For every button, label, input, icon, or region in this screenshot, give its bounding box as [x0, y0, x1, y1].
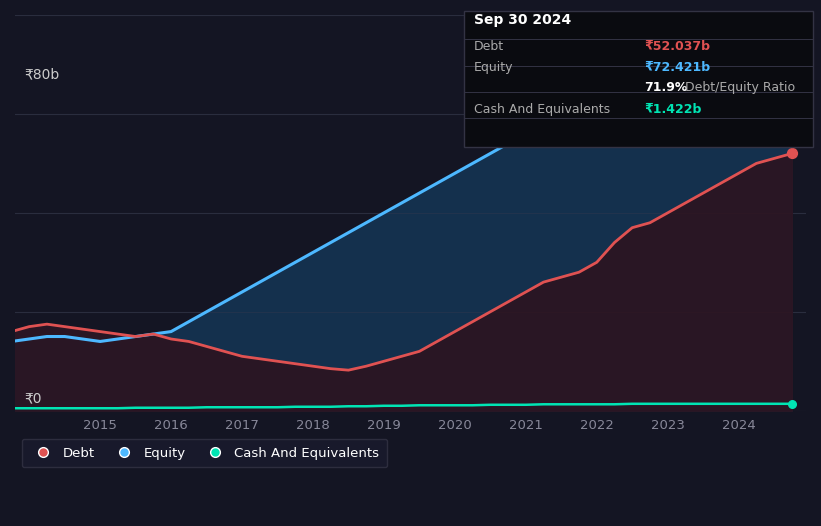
Legend: Debt, Equity, Cash And Equivalents: Debt, Equity, Cash And Equivalents — [21, 439, 388, 468]
Text: ₹0: ₹0 — [25, 392, 42, 406]
Point — [785, 400, 798, 408]
Text: Debt/Equity Ratio: Debt/Equity Ratio — [681, 81, 796, 94]
Text: Cash And Equivalents: Cash And Equivalents — [474, 103, 610, 116]
Text: ₹80b: ₹80b — [25, 67, 60, 82]
Text: Sep 30 2024: Sep 30 2024 — [474, 13, 571, 27]
Text: ₹52.037b: ₹52.037b — [644, 40, 710, 53]
Text: Debt: Debt — [474, 40, 504, 53]
Text: ₹1.422b: ₹1.422b — [644, 103, 702, 116]
Point — [785, 149, 798, 158]
Text: 71.9%: 71.9% — [644, 81, 688, 94]
Text: ₹72.421b: ₹72.421b — [644, 61, 711, 74]
Text: Equity: Equity — [474, 61, 513, 74]
Point — [785, 48, 798, 57]
